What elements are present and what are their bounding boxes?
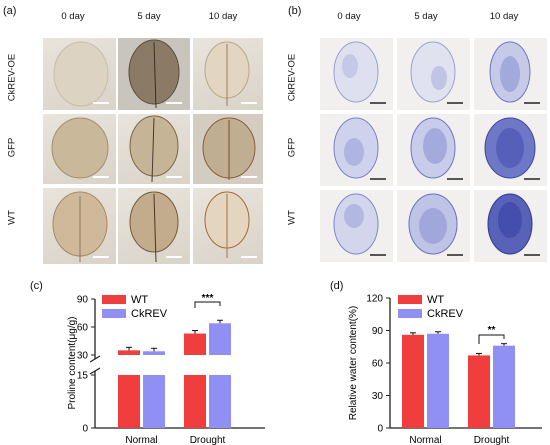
d-xtick-label: Normal — [409, 435, 441, 445]
panel-a-col-0: 0 day — [61, 11, 85, 22]
water-chart: Relative water content(%) ** 0306090120 … — [348, 294, 542, 445]
d-legend-label-WT: WT — [427, 294, 444, 306]
c-legend-swatch-CkREV — [102, 309, 126, 318]
d-xtick-label: Drought — [474, 435, 510, 445]
d-bar-WT-Drought — [468, 355, 490, 428]
c-xtick-label: Normal — [125, 435, 157, 445]
photo-b-gfp-5 — [397, 114, 470, 186]
panel-a-col-2: 10 day — [208, 11, 238, 22]
photo-a-gfp-0 — [43, 114, 116, 184]
photo-a-wt-5 — [118, 188, 190, 264]
d-legend-swatch-CkREV — [398, 309, 422, 318]
d-legend-swatch-WT — [398, 295, 422, 304]
photo-b-oe-0 — [320, 38, 393, 110]
panel-b-row-1: GFP — [286, 137, 298, 158]
c-bar-lower-CkREV-Normal — [143, 375, 165, 428]
photo-b-gfp-10 — [474, 114, 547, 186]
panel-a-label: (a) — [3, 5, 17, 17]
panel-b-col-2: 10 day — [489, 11, 519, 22]
panel-b-col-1: 5 day — [414, 11, 438, 22]
panel-a-row-1: GFP — [6, 137, 18, 158]
d-y-axis-label: Relative water content(%) — [348, 306, 359, 421]
d-ytick-label: 90 — [372, 326, 384, 337]
photo-b-wt-5 — [397, 190, 470, 262]
d-significance-bracket — [478, 334, 505, 344]
photo-b-oe-10 — [474, 38, 547, 110]
photo-b-wt-10 — [474, 190, 547, 262]
photo-b-oe-5 — [397, 38, 470, 110]
panel-c-label: (c) — [30, 280, 43, 292]
c-legend-swatch-WT — [102, 295, 126, 304]
d-ytick-label: 30 — [372, 391, 384, 402]
photo-b-gfp-0 — [320, 114, 393, 186]
c-bar-lower-WT-Drought — [184, 375, 206, 428]
c-ytick-label: 15 — [77, 371, 89, 382]
c-bar-lower-CkREV-Drought — [209, 375, 231, 428]
c-xtick-label: Drought — [190, 435, 226, 445]
photo-a-wt-0 — [43, 188, 116, 264]
d-ytick-label: 120 — [366, 294, 383, 305]
c-bar-CkREV-Normal — [143, 351, 165, 355]
c-ytick-label: 30 — [77, 351, 89, 362]
d-legend-label-CkREV: CkREV — [427, 308, 464, 320]
panel-b-row-2: WT — [286, 210, 298, 225]
proline-chart: Proline content(μg/g) *** 0 15 30 60 90 WT Ck… — [67, 293, 265, 445]
c-ytick-label: 60 — [77, 323, 89, 334]
panel-b-label: (b) — [288, 5, 302, 17]
c-bar-WT-Drought — [184, 333, 206, 355]
d-bar-CkREV-Drought — [493, 345, 515, 428]
photo-b-wt-0 — [320, 190, 393, 262]
d-significance-label: ** — [488, 325, 496, 336]
photo-a-gfp-5 — [118, 114, 190, 184]
photo-a-gfp-10 — [193, 114, 263, 184]
c-y-axis-label: Proline content(μg/g) — [67, 316, 78, 409]
panel-b-row-0: CkREV-OE — [286, 53, 298, 102]
c-bar-WT-Normal — [118, 350, 140, 355]
photo-a-oe-0 — [43, 38, 116, 110]
c-bar-lower-WT-Normal — [118, 375, 140, 428]
d-ytick-label: 60 — [372, 359, 384, 370]
panel-a-row-0: CkREV-OE — [6, 53, 18, 102]
c-ytick-label: 0 — [82, 424, 88, 435]
d-bar-CkREV-Normal — [427, 333, 449, 428]
c-significance-label: *** — [202, 293, 214, 304]
c-axis-break-1 — [89, 367, 101, 375]
panel-d-label: (d) — [330, 280, 344, 292]
c-bar-CkREV-Drought — [209, 323, 231, 355]
panel-a-row-2: WT — [6, 210, 18, 225]
d-bar-WT-Normal — [402, 334, 424, 428]
c-axis-break-2 — [89, 355, 101, 363]
c-legend-label-WT: WT — [131, 294, 148, 306]
c-significance-bracket — [194, 301, 221, 308]
photo-a-oe-10 — [193, 38, 263, 110]
photo-a-oe-5 — [118, 38, 190, 110]
d-ytick-label: 0 — [377, 424, 383, 435]
c-ytick-label: 90 — [77, 295, 89, 306]
panel-b-col-0: 0 day — [337, 11, 361, 22]
c-legend-label-CkREV: CkREV — [131, 308, 168, 320]
photo-a-wt-10 — [193, 188, 263, 264]
panel-a-col-1: 5 day — [137, 11, 161, 22]
